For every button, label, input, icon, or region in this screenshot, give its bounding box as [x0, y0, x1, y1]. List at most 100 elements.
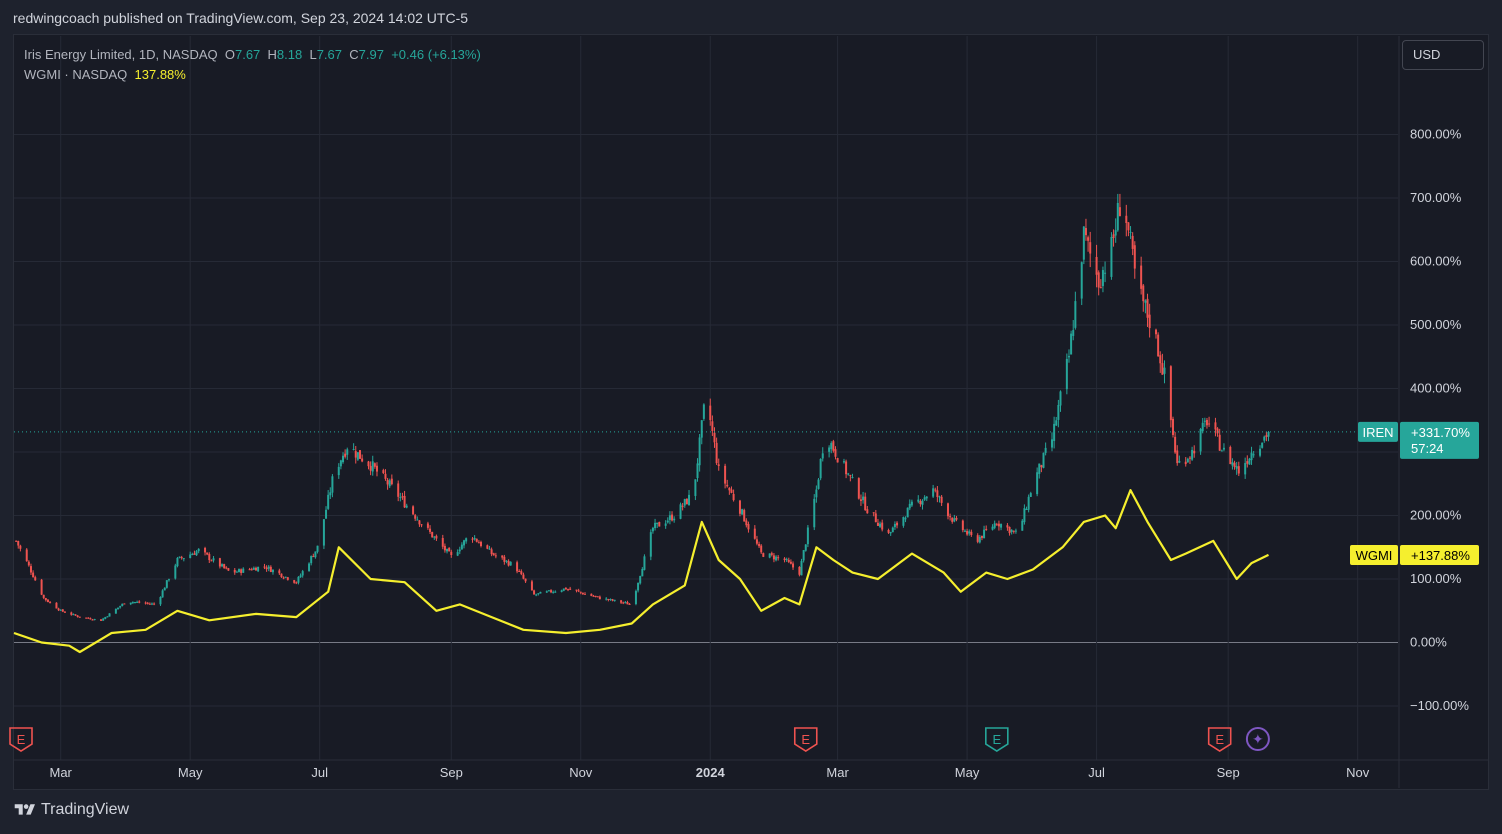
candle-body [1038, 463, 1041, 474]
candle-body [267, 566, 270, 569]
legend-compare-row[interactable]: WGMI · NASDAQ 137.88% [24, 65, 481, 85]
candle-body [1218, 434, 1221, 451]
candle-body [91, 619, 94, 621]
candle-body [1265, 435, 1268, 437]
candle-body [1101, 270, 1104, 287]
x-tick-label: 2024 [696, 765, 726, 780]
earnings-icon[interactable]: E [1207, 727, 1232, 752]
candle-body [747, 524, 750, 530]
candle-body [792, 563, 795, 568]
candle-body [902, 517, 905, 526]
candle-body [401, 496, 404, 498]
candle-body [713, 432, 716, 443]
legend-symbol-row[interactable]: Iris Energy Limited, 1D, NASDAQ O7.67 H8… [24, 45, 481, 65]
candle-body [830, 443, 833, 450]
candle-body [724, 465, 727, 484]
candle-body [204, 548, 207, 553]
candle-body [206, 552, 209, 555]
candle-body [373, 463, 376, 467]
x-tick-label: May [178, 765, 203, 780]
candle-body [592, 595, 595, 597]
candle-body [165, 580, 168, 588]
candle-body [1110, 236, 1113, 277]
candle-body [717, 464, 720, 467]
candle-body [789, 561, 792, 564]
earnings-icon[interactable]: E [793, 727, 818, 752]
candle-body [889, 532, 892, 534]
candle-body [598, 596, 601, 600]
candle-body [93, 619, 96, 621]
candle-body [316, 545, 319, 552]
candle-body [768, 553, 771, 558]
candle-body [817, 479, 820, 489]
candle-body [537, 593, 540, 595]
candle-body [403, 495, 406, 508]
candle-body [282, 577, 285, 579]
earnings-icon[interactable]: E [9, 727, 33, 752]
candle-body [770, 553, 773, 555]
sparkle-icon[interactable]: ✦ [1245, 727, 1270, 751]
event-markers[interactable]: E E E E ✦ [9, 727, 1270, 752]
close-label: C [349, 47, 359, 62]
candle-body [836, 458, 839, 463]
candle-body [286, 577, 289, 580]
candle-body [758, 544, 761, 547]
candle-body [420, 524, 423, 526]
candle-body [726, 484, 729, 487]
candle-body [17, 540, 20, 546]
chart-pane[interactable] [13, 34, 1489, 790]
candle-body [1097, 272, 1100, 288]
candle-body [197, 548, 200, 552]
y-tick-label: −100.00% [1410, 698, 1469, 713]
candle-body [1065, 358, 1068, 390]
candle-body [503, 556, 506, 562]
candle-body [1174, 436, 1177, 453]
candle-body [815, 489, 818, 498]
candle-body [72, 614, 75, 616]
candle-body [397, 483, 400, 497]
candle-body [910, 501, 913, 506]
currency-button[interactable]: USD [1402, 40, 1484, 70]
candle-body [223, 564, 226, 568]
earnings-icon[interactable]: E [985, 727, 1009, 752]
iren-name-text: IREN [1362, 425, 1393, 440]
y-tick-label: 600.00% [1410, 254, 1462, 269]
candle-body [1191, 449, 1194, 460]
candle-body [849, 475, 852, 477]
compare-symbol[interactable]: WGMI · NASDAQ [24, 67, 128, 82]
candle-body [57, 608, 60, 611]
candle-body [1029, 493, 1032, 497]
candle-body [189, 554, 192, 559]
candle-body [133, 602, 136, 604]
earnings-shield [985, 727, 1009, 752]
candle-body [921, 500, 924, 505]
candle-body [745, 520, 748, 526]
candle-body [114, 608, 117, 614]
candle-body [361, 458, 364, 462]
candle-body [176, 557, 179, 567]
candle-body [250, 569, 253, 571]
compare-value: 137.88% [134, 67, 186, 82]
candle-body [932, 488, 935, 497]
candle-body [507, 560, 510, 566]
candle-body [772, 555, 775, 560]
y-tick-label: 500.00% [1410, 317, 1462, 332]
candle-body [622, 602, 625, 604]
candle-body [685, 498, 688, 505]
candle-body [337, 466, 340, 476]
candle-body [533, 590, 536, 595]
candle-body [917, 499, 920, 502]
candle-body [639, 576, 642, 584]
candle-body [1036, 472, 1039, 495]
symbol-name[interactable]: Iris Energy Limited, 1D, NASDAQ [24, 47, 218, 62]
candle-body [620, 600, 623, 603]
tradingview-brand[interactable]: TradingView [13, 801, 129, 819]
candle-body [1250, 452, 1253, 461]
candle-body [1072, 330, 1075, 336]
candle-body [951, 517, 954, 522]
candle-body [136, 601, 139, 603]
candle-body [238, 569, 241, 572]
candle-body [329, 492, 332, 496]
candle-body [649, 532, 652, 557]
